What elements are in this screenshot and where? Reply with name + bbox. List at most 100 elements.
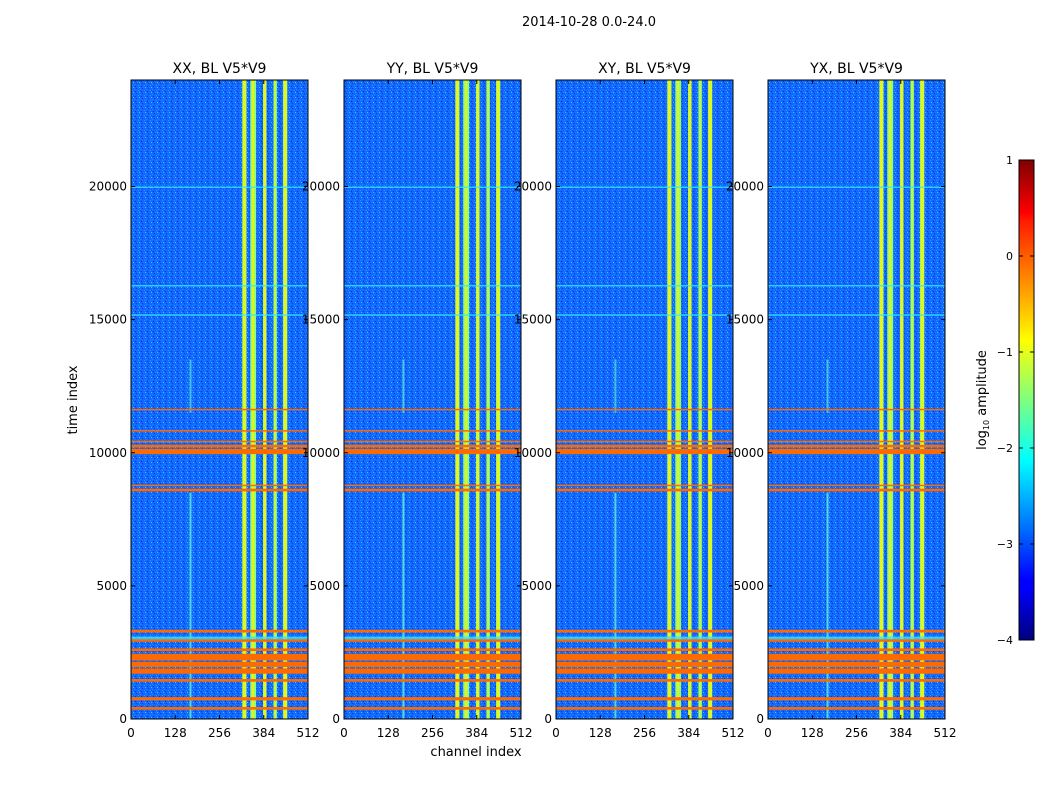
flagged-time-band	[131, 639, 308, 642]
colorbar-tick-label: −1	[997, 346, 1013, 359]
panel-title: YY, BL V5*V9	[386, 61, 479, 77]
flagged-time-band	[131, 648, 308, 652]
flagged-time-band	[131, 484, 308, 487]
y-tick-label: 10000	[89, 446, 127, 460]
time-line-artifact	[556, 285, 733, 287]
rfi-spike-line	[826, 359, 829, 413]
flagged-time-band	[556, 629, 733, 633]
rfi-channel-band-core	[243, 80, 246, 719]
time-line-artifact	[131, 186, 308, 188]
x-tick-label: 384	[465, 726, 488, 740]
flagged-time-band	[131, 440, 308, 443]
y-tick-label: 5000	[521, 579, 552, 593]
flagged-time-band	[556, 697, 733, 701]
flagged-time-band	[768, 448, 945, 455]
flagged-time-band	[556, 440, 733, 443]
flagged-time-band	[131, 679, 308, 682]
y-tick-label: 10000	[302, 446, 340, 460]
y-axis-label: time index	[66, 365, 81, 434]
flagged-time-band	[344, 408, 521, 411]
rfi-spike-line	[826, 492, 829, 719]
y-tick-label: 0	[119, 712, 127, 726]
heatmap-background	[768, 80, 945, 719]
x-tick-label: 0	[127, 726, 135, 740]
flagged-time-band	[344, 448, 521, 455]
flagged-time-band	[556, 653, 733, 661]
figure-title: 2014-10-28 0.0-24.0	[522, 15, 656, 30]
time-line-artifact	[556, 314, 733, 316]
flagged-time-band	[344, 661, 521, 668]
x-axis-label: channel index	[430, 745, 521, 760]
y-tick-label: 20000	[726, 180, 764, 194]
time-line-artifact	[344, 285, 521, 287]
rfi-channel-band-core	[465, 80, 468, 719]
flagged-time-band	[344, 648, 521, 652]
flagged-time-band	[768, 408, 945, 411]
x-tick-label: 256	[633, 726, 656, 740]
y-tick-label: 5000	[309, 579, 340, 593]
y-tick-label: 10000	[726, 446, 764, 460]
rfi-channel-band-core	[274, 80, 276, 719]
flagged-time-band	[344, 653, 521, 661]
x-tick-label: 256	[208, 726, 231, 740]
colorbar-tick-label: 1	[1006, 154, 1013, 167]
rfi-channel-band-core	[252, 80, 255, 719]
flagged-time-band	[344, 668, 521, 674]
heatmap-background	[556, 80, 733, 719]
y-tick-label: 15000	[514, 313, 552, 327]
flagged-time-band	[131, 430, 308, 432]
time-line-artifact	[131, 636, 308, 638]
x-tick-label: 256	[421, 726, 444, 740]
flagged-time-band	[768, 639, 945, 642]
colorbar-tick-label: −2	[997, 442, 1013, 455]
y-tick-label: 5000	[96, 579, 127, 593]
panel-0: 0 128 256 384 512 0 5000 10000 15000 20000 XX, BL …	[89, 61, 320, 740]
flagged-time-band	[344, 440, 521, 443]
y-tick-label: 15000	[89, 313, 127, 327]
flagged-time-band	[768, 440, 945, 443]
time-line-artifact	[556, 186, 733, 188]
y-tick-label: 5000	[733, 579, 764, 593]
time-line-artifact	[344, 636, 521, 638]
colorbar-tick-label: −4	[997, 634, 1013, 647]
x-tick-label: 384	[252, 726, 275, 740]
y-tick-label: 20000	[302, 180, 340, 194]
panel-title: XX, BL V5*V9	[173, 61, 267, 77]
time-line-artifact	[344, 314, 521, 316]
flagged-time-band	[344, 697, 521, 701]
flagged-time-band	[556, 661, 733, 668]
flagged-time-band	[768, 484, 945, 487]
flagged-time-band	[344, 679, 521, 682]
rfi-spike-line	[614, 359, 617, 413]
flagged-time-band	[131, 661, 308, 668]
flagged-time-band	[768, 444, 945, 448]
flagged-time-band	[768, 430, 945, 432]
x-tick-label: 512	[510, 726, 533, 740]
time-line-artifact	[344, 637, 521, 640]
colorbar-tick-label: −3	[997, 538, 1013, 551]
flagged-time-band	[131, 707, 308, 710]
time-line-artifact	[768, 285, 945, 287]
rfi-channel-band-core	[901, 80, 903, 719]
rfi-channel-band-core	[477, 80, 479, 719]
rfi-channel-band-core	[911, 80, 913, 719]
rfi-spike-line	[189, 359, 192, 413]
rfi-channel-band-core	[497, 80, 499, 719]
x-tick-label: 384	[677, 726, 700, 740]
y-tick-label: 15000	[726, 313, 764, 327]
x-tick-label: 0	[764, 726, 772, 740]
flagged-time-band	[556, 444, 733, 448]
x-tick-label: 256	[845, 726, 868, 740]
y-tick-label: 15000	[302, 313, 340, 327]
time-line-artifact	[768, 637, 945, 640]
flagged-time-band	[131, 629, 308, 633]
colorbar-gradient	[1018, 159, 1035, 641]
flagged-time-band	[131, 668, 308, 674]
colorbar-label: log10 amplitude	[975, 350, 991, 450]
flagged-time-band	[556, 639, 733, 642]
panel-2: 0 128 256 384 512 0 5000 10000 15000 20000 XY, BL …	[514, 61, 745, 740]
x-tick-label: 128	[801, 726, 824, 740]
rfi-spike-line	[402, 359, 405, 413]
flagged-time-band	[556, 707, 733, 710]
x-tick-label: 512	[297, 726, 320, 740]
